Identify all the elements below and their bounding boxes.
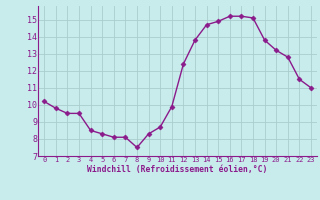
X-axis label: Windchill (Refroidissement éolien,°C): Windchill (Refroidissement éolien,°C) <box>87 165 268 174</box>
